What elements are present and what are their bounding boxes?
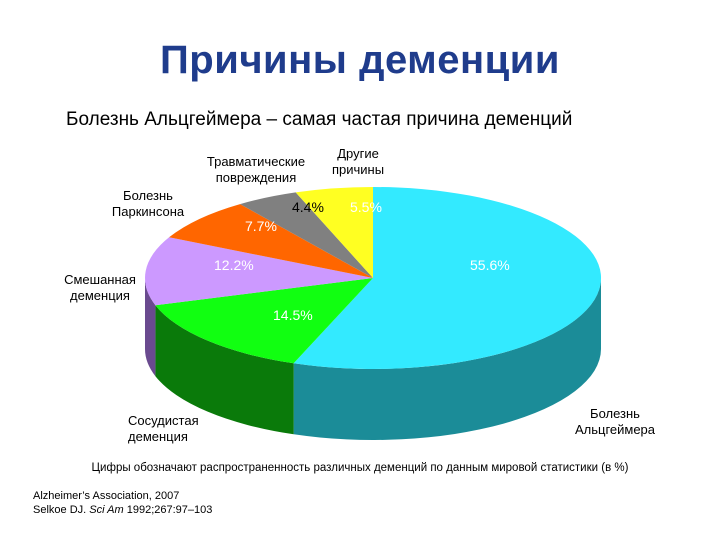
pie-side-mixed — [145, 278, 156, 377]
pie-slice-mixed — [145, 237, 373, 306]
label-mixed: Смешанная деменция — [64, 272, 136, 303]
value-label-parkinson: 7.7% — [245, 218, 277, 234]
sources: Alzheimer’s Association, 2007 Selkoe DJ.… — [33, 489, 212, 517]
label-parkinson: Болезнь Паркинсона — [111, 188, 185, 219]
slide-title: Причины деменции — [160, 38, 560, 82]
pie-side-vascular — [155, 305, 294, 435]
value-label-mixed: 12.2% — [214, 257, 254, 273]
pie-tops — [145, 187, 602, 369]
value-label-vascular: 14.5% — [273, 307, 313, 323]
pie-slice-other — [295, 187, 373, 278]
slide-subtitle: Болезнь Альцгеймера – самая частая причи… — [66, 109, 573, 130]
pie-slice-parkinson — [169, 204, 373, 278]
footnote: Цифры обозначают распространенность разл… — [91, 462, 629, 474]
source-1: Alzheimer’s Association, 2007 — [33, 490, 180, 502]
value-label-trauma: 4.4% — [292, 199, 324, 215]
value-label-other: 5.5% — [350, 199, 382, 215]
pie-slice-vascular — [155, 278, 373, 364]
source-2: Selkoe DJ. Sci Am 1992;267:97–103 — [33, 504, 213, 516]
label-trauma: Травматические повреждения — [206, 154, 306, 185]
pie-sides — [145, 278, 601, 440]
label-other: Другие причины — [331, 146, 385, 177]
pie-side-alzheimer — [293, 278, 601, 440]
value-label-alzheimer: 55.6% — [470, 257, 510, 273]
label-alzheimer: Болезнь Альцгеймера — [574, 406, 656, 437]
pie-value-labels: 55.6% 14.5% 12.2% 7.7% 4.4% 5.5% — [214, 199, 510, 323]
pie-slice-alzheimer — [293, 187, 602, 369]
label-vascular: Сосудистая деменция — [128, 413, 199, 444]
pie-slice-trauma — [240, 192, 373, 278]
